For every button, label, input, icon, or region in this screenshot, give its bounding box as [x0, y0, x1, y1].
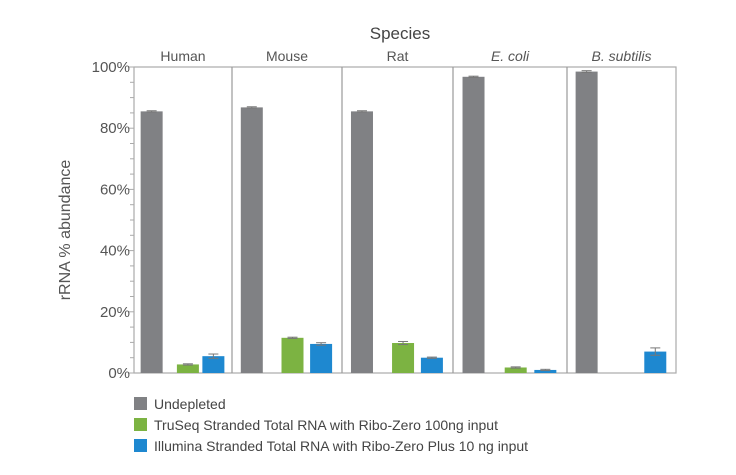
legend-label: Illumina Stranded Total RNA with Ribo-Ze… [154, 438, 528, 454]
category-label: E. coli [491, 48, 530, 64]
category-label: Rat [387, 48, 409, 64]
bar-0 [350, 111, 373, 374]
y-tick-label: 20% [100, 304, 130, 321]
chart-title: Species [370, 24, 430, 43]
bar-0 [575, 71, 598, 373]
bar-2 [202, 356, 225, 373]
y-tick-label: 100% [92, 59, 130, 76]
y-tick-label: 60% [100, 181, 130, 198]
bar-2 [644, 351, 667, 373]
bar-1 [504, 367, 527, 373]
bar-1 [176, 364, 199, 373]
legend-label: TruSeq Stranded Total RNA with Ribo-Zero… [154, 417, 498, 433]
bar-1 [392, 343, 415, 373]
bar-0 [240, 107, 263, 373]
bar-0 [462, 76, 485, 374]
y-tick-label: 40% [100, 243, 130, 260]
legend-label: Undepleted [154, 396, 226, 412]
bar-1 [281, 337, 304, 373]
bar-0 [140, 111, 163, 374]
y-tick-label: 0% [108, 365, 130, 382]
legend-swatch [134, 397, 147, 410]
bar-2 [534, 369, 557, 373]
legend-swatch [134, 418, 147, 431]
y-axis-label: rRNA % abundance [57, 160, 74, 301]
legend-swatch [134, 439, 147, 452]
category-label: Mouse [266, 48, 308, 64]
y-tick-label: 80% [100, 120, 130, 137]
bar-2 [420, 357, 443, 373]
category-label: Human [160, 48, 205, 64]
bar-2 [310, 343, 333, 373]
category-label: B. subtilis [592, 48, 652, 64]
